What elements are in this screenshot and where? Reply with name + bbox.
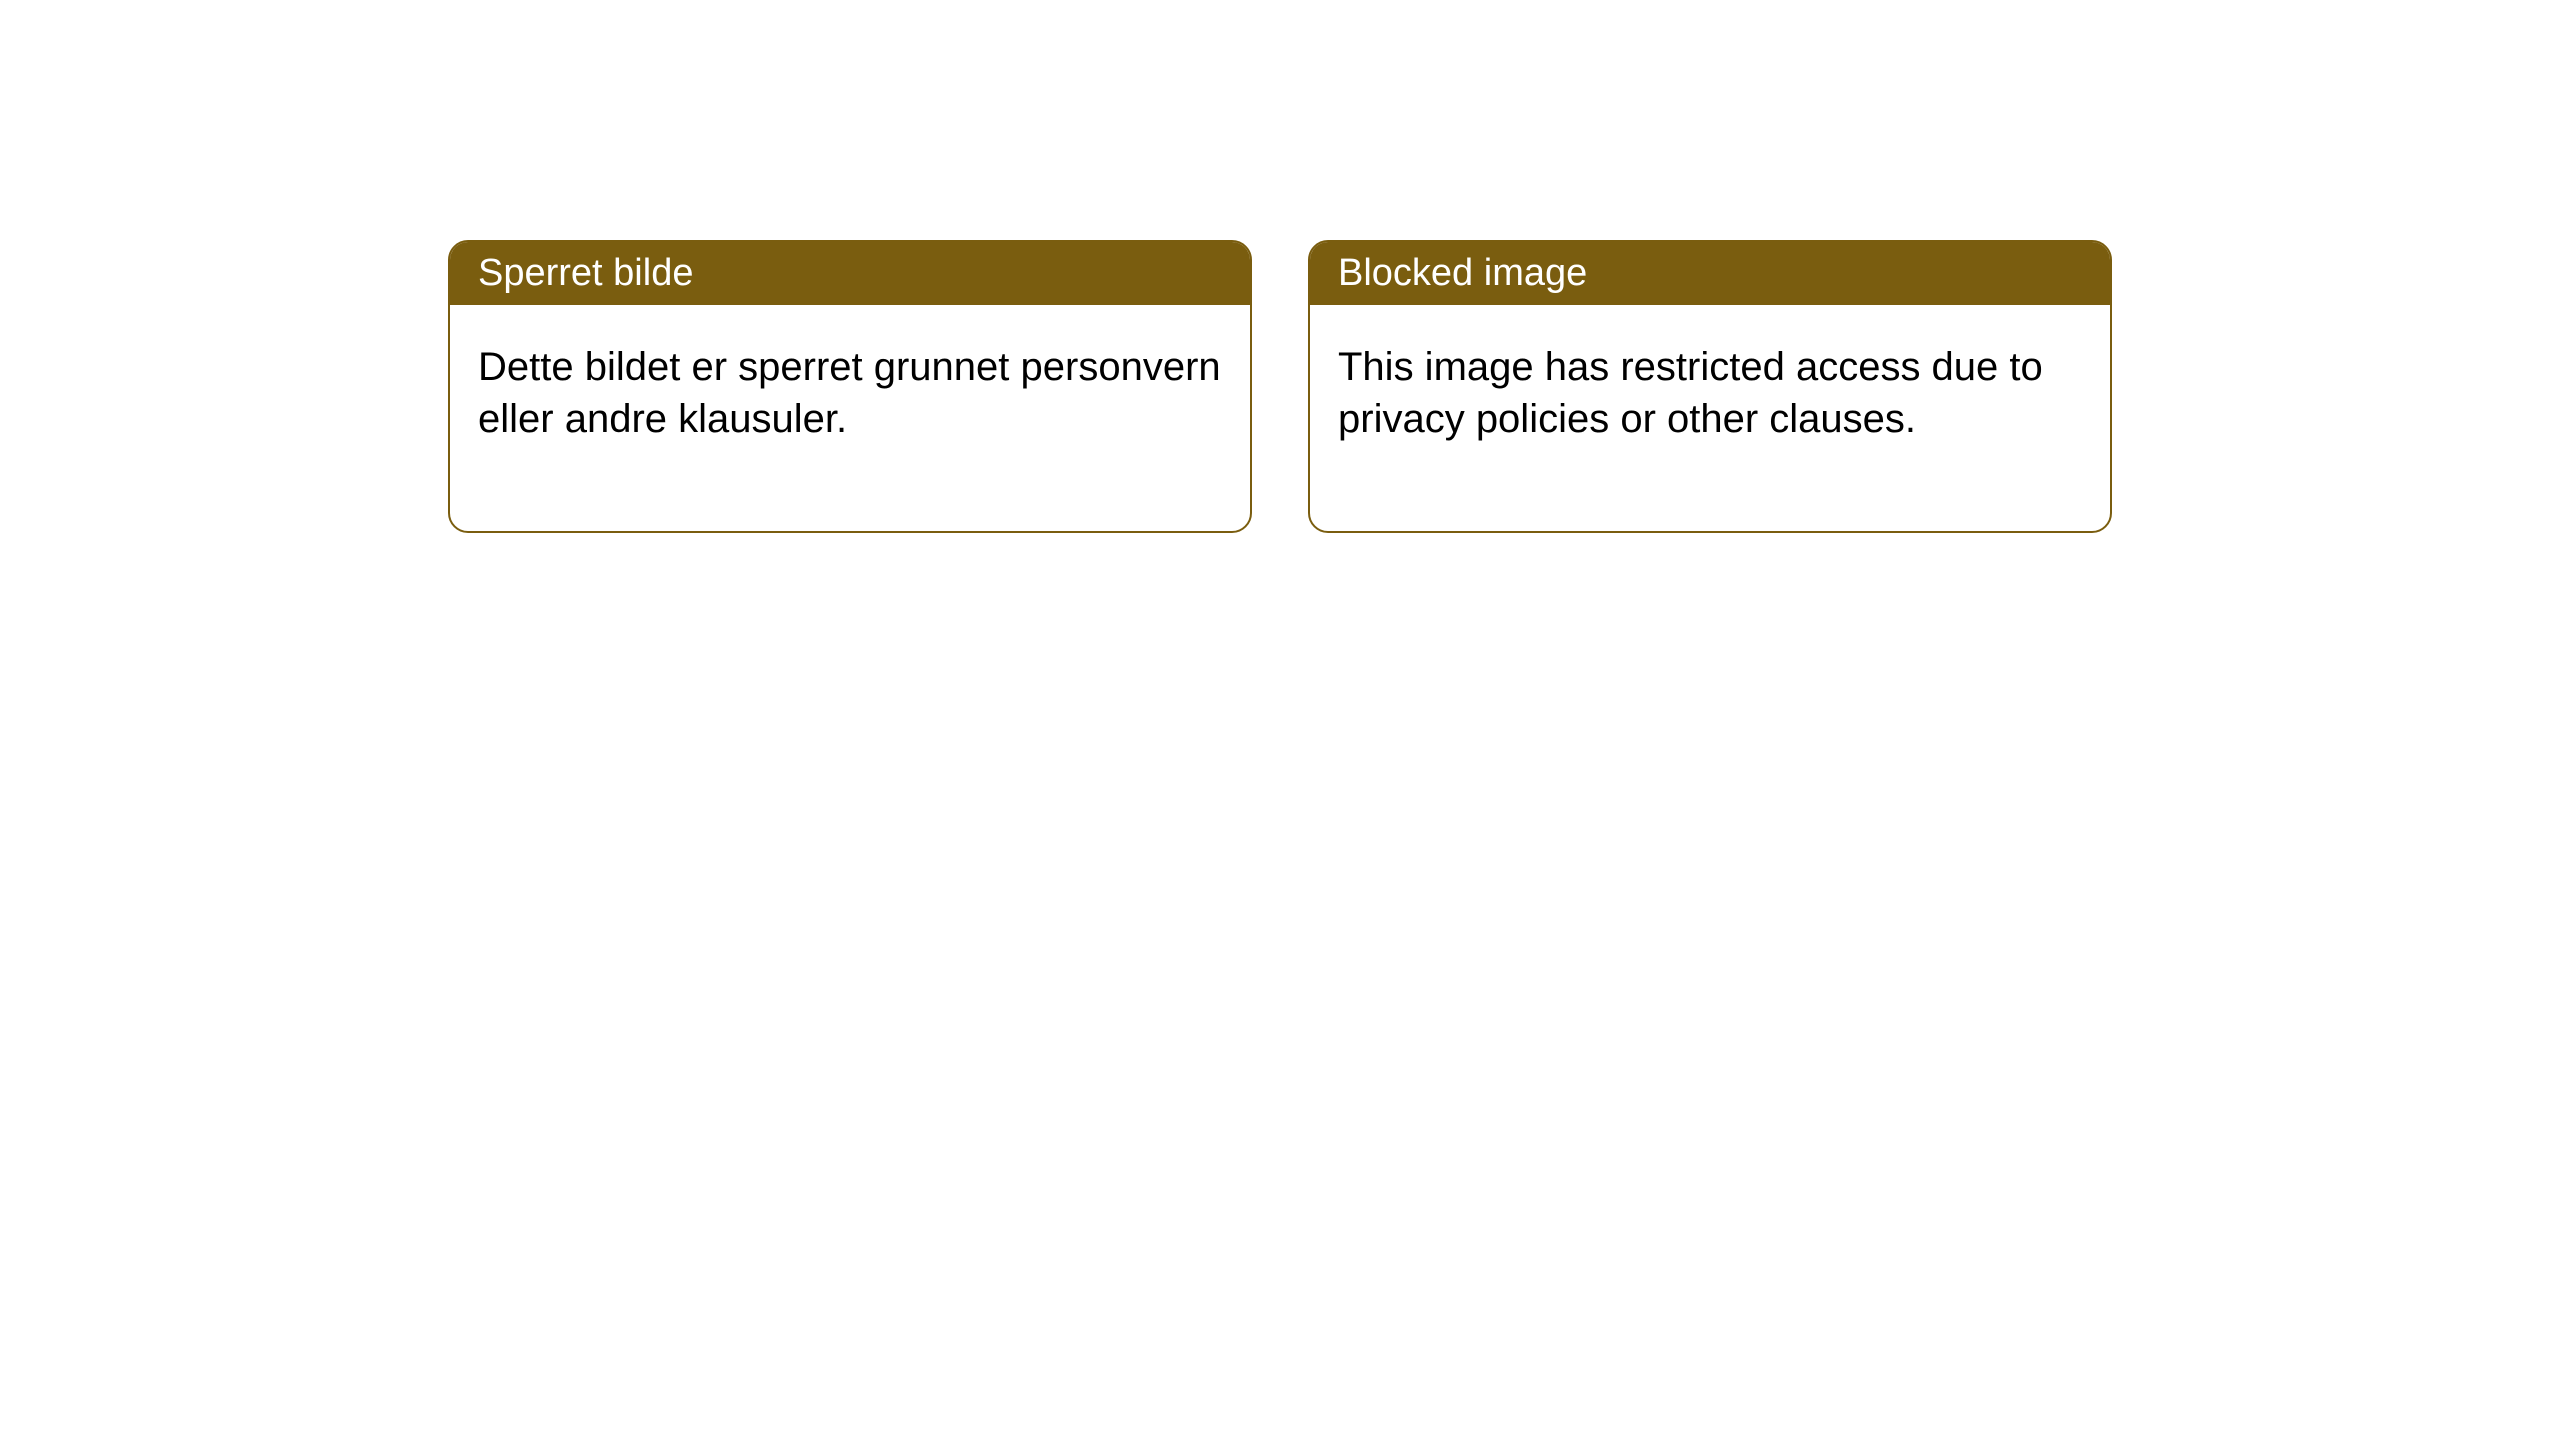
card-header: Blocked image: [1310, 242, 2110, 305]
notice-card-norwegian: Sperret bilde Dette bildet er sperret gr…: [448, 240, 1252, 533]
card-body: Dette bildet er sperret grunnet personve…: [450, 305, 1250, 531]
notice-card-container: Sperret bilde Dette bildet er sperret gr…: [448, 240, 2112, 533]
card-body: This image has restricted access due to …: [1310, 305, 2110, 531]
card-body-text: This image has restricted access due to …: [1338, 345, 2043, 441]
card-title: Sperret bilde: [478, 252, 693, 294]
card-title: Blocked image: [1338, 252, 1587, 294]
card-body-text: Dette bildet er sperret grunnet personve…: [478, 345, 1221, 441]
card-header: Sperret bilde: [450, 242, 1250, 305]
notice-card-english: Blocked image This image has restricted …: [1308, 240, 2112, 533]
